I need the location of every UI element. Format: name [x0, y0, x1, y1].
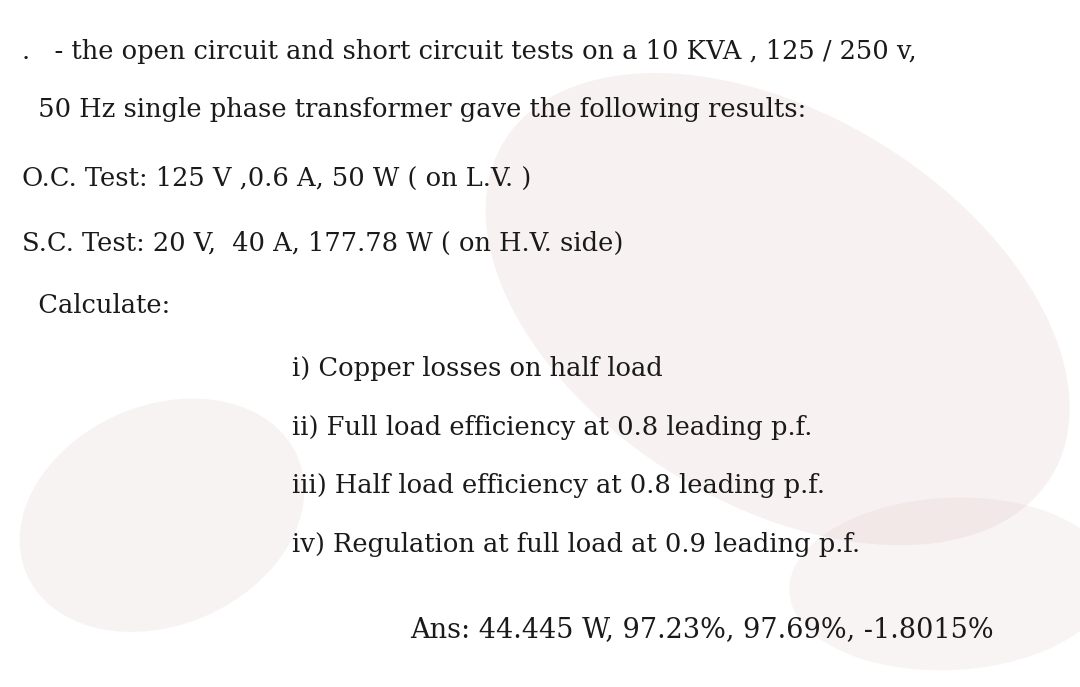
Ellipse shape — [19, 398, 305, 632]
Text: Ans: 44.445 W, 97.23%, 97.69%, -1.8015%: Ans: 44.445 W, 97.23%, 97.69%, -1.8015% — [410, 616, 994, 644]
Text: 50 Hz single phase transformer gave the following results:: 50 Hz single phase transformer gave the … — [22, 98, 806, 122]
Ellipse shape — [789, 497, 1080, 671]
Text: Calculate:: Calculate: — [22, 293, 170, 318]
Text: S.C. Test: 20 V,  40 A, 177.78 W ( on H.V. side): S.C. Test: 20 V, 40 A, 177.78 W ( on H.V… — [22, 232, 623, 256]
Text: iii) Half load efficiency at 0.8 leading p.f.: iii) Half load efficiency at 0.8 leading… — [292, 473, 825, 498]
Ellipse shape — [486, 73, 1069, 545]
Text: ii) Full load efficiency at 0.8 leading p.f.: ii) Full load efficiency at 0.8 leading … — [292, 415, 812, 440]
Text: .   - the open circuit and short circuit tests on a 10 KVA , 125 / 250 v,: . - the open circuit and short circuit t… — [22, 39, 916, 64]
Text: iv) Regulation at full load at 0.9 leading p.f.: iv) Regulation at full load at 0.9 leadi… — [292, 532, 860, 556]
Text: O.C. Test: 125 V ,0.6 A, 50 W ( on L.V. ): O.C. Test: 125 V ,0.6 A, 50 W ( on L.V. … — [22, 166, 531, 191]
Text: i) Copper losses on half load: i) Copper losses on half load — [292, 357, 662, 381]
